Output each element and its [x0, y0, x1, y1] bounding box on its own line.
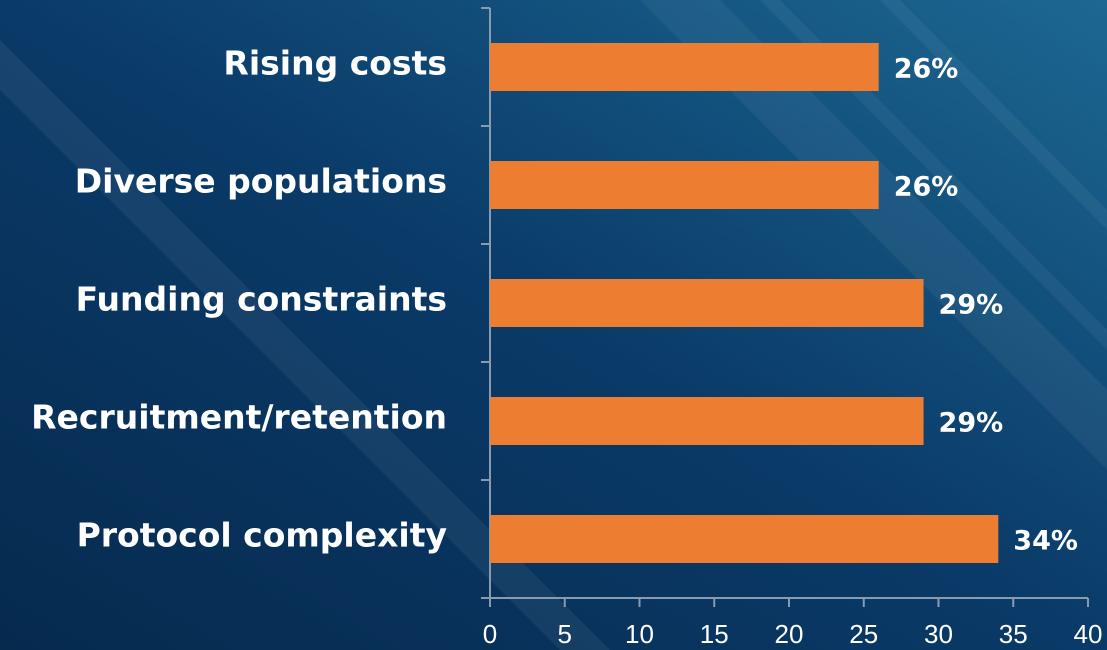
bar [490, 43, 879, 91]
value-label: 29% [939, 290, 1004, 321]
x-tick-label: 35 [999, 619, 1028, 649]
stripe [0, 40, 610, 650]
x-tick-label: 25 [849, 619, 878, 649]
x-tick-label: 0 [483, 619, 497, 649]
x-tick-label: 20 [775, 619, 804, 649]
stripe [880, 0, 1107, 230]
bar [490, 397, 924, 445]
bar [490, 161, 879, 209]
stripe [640, 0, 1107, 470]
category-label: Rising costs [223, 44, 447, 83]
x-tick-label: 5 [558, 619, 572, 649]
x-tick-label: 40 [1074, 619, 1103, 649]
bar [490, 279, 924, 327]
x-tick-label: 15 [700, 619, 729, 649]
category-label: Protocol complexity [77, 516, 447, 555]
category-label: Recruitment/retention [31, 398, 447, 437]
x-tick-label: 10 [625, 619, 654, 649]
x-tick-label: 30 [924, 619, 953, 649]
value-label: 26% [894, 172, 959, 203]
bar [490, 515, 999, 563]
value-label: 26% [894, 54, 959, 85]
value-label: 34% [1013, 526, 1078, 557]
value-label: 29% [939, 408, 1004, 439]
category-label: Diverse populations [75, 162, 447, 201]
category-label: Funding constraints [76, 280, 447, 319]
